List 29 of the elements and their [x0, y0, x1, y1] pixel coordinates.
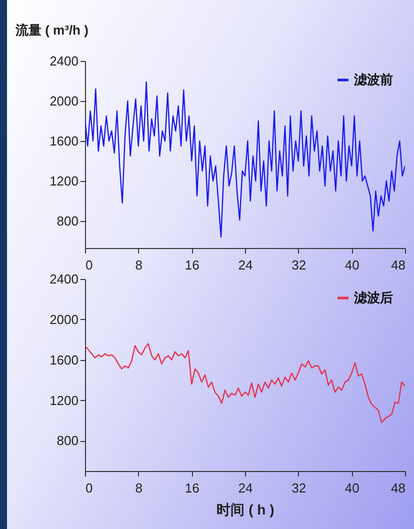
y-tick-label: 1600 [50, 134, 78, 148]
x-tick-label: 48 [391, 258, 406, 272]
y-tick-label: 1200 [50, 174, 78, 188]
x-tick-label: 24 [238, 258, 253, 272]
y-tick-label: 2400 [50, 272, 78, 286]
x-tick-label: 24 [238, 480, 253, 496]
y-tick-label: 800 [56, 214, 78, 228]
x-tick-label: 40 [344, 258, 360, 272]
y-tick-label: 2400 [50, 54, 78, 68]
line-series [85, 343, 405, 424]
y-tick-label: 2000 [50, 312, 78, 327]
legend-label: 滤波前 [353, 72, 393, 87]
x-tick-label: 40 [344, 480, 360, 496]
legend-label: 滤波后 [353, 290, 393, 305]
x-tick-label: 16 [184, 480, 200, 496]
x-tick-label: 8 [135, 258, 142, 272]
x-tick-label: 32 [292, 480, 306, 496]
y-tick-label: 2000 [50, 94, 78, 108]
x-tick-label: 16 [184, 258, 200, 272]
x-tick-label: 0 [86, 480, 93, 496]
x-axis-title: 时间 ( h ) [216, 502, 274, 518]
y-axis-title: 流量 ( m³/h ) [14, 22, 88, 38]
x-tick-label: 48 [391, 480, 406, 496]
x-tick-label: 8 [135, 480, 142, 496]
y-tick-label: 1600 [50, 352, 78, 368]
y-tick-label: 800 [56, 433, 78, 448]
y-tick-label: 1200 [50, 392, 78, 408]
x-tick-label: 0 [86, 258, 93, 272]
x-tick-label: 32 [292, 258, 306, 272]
